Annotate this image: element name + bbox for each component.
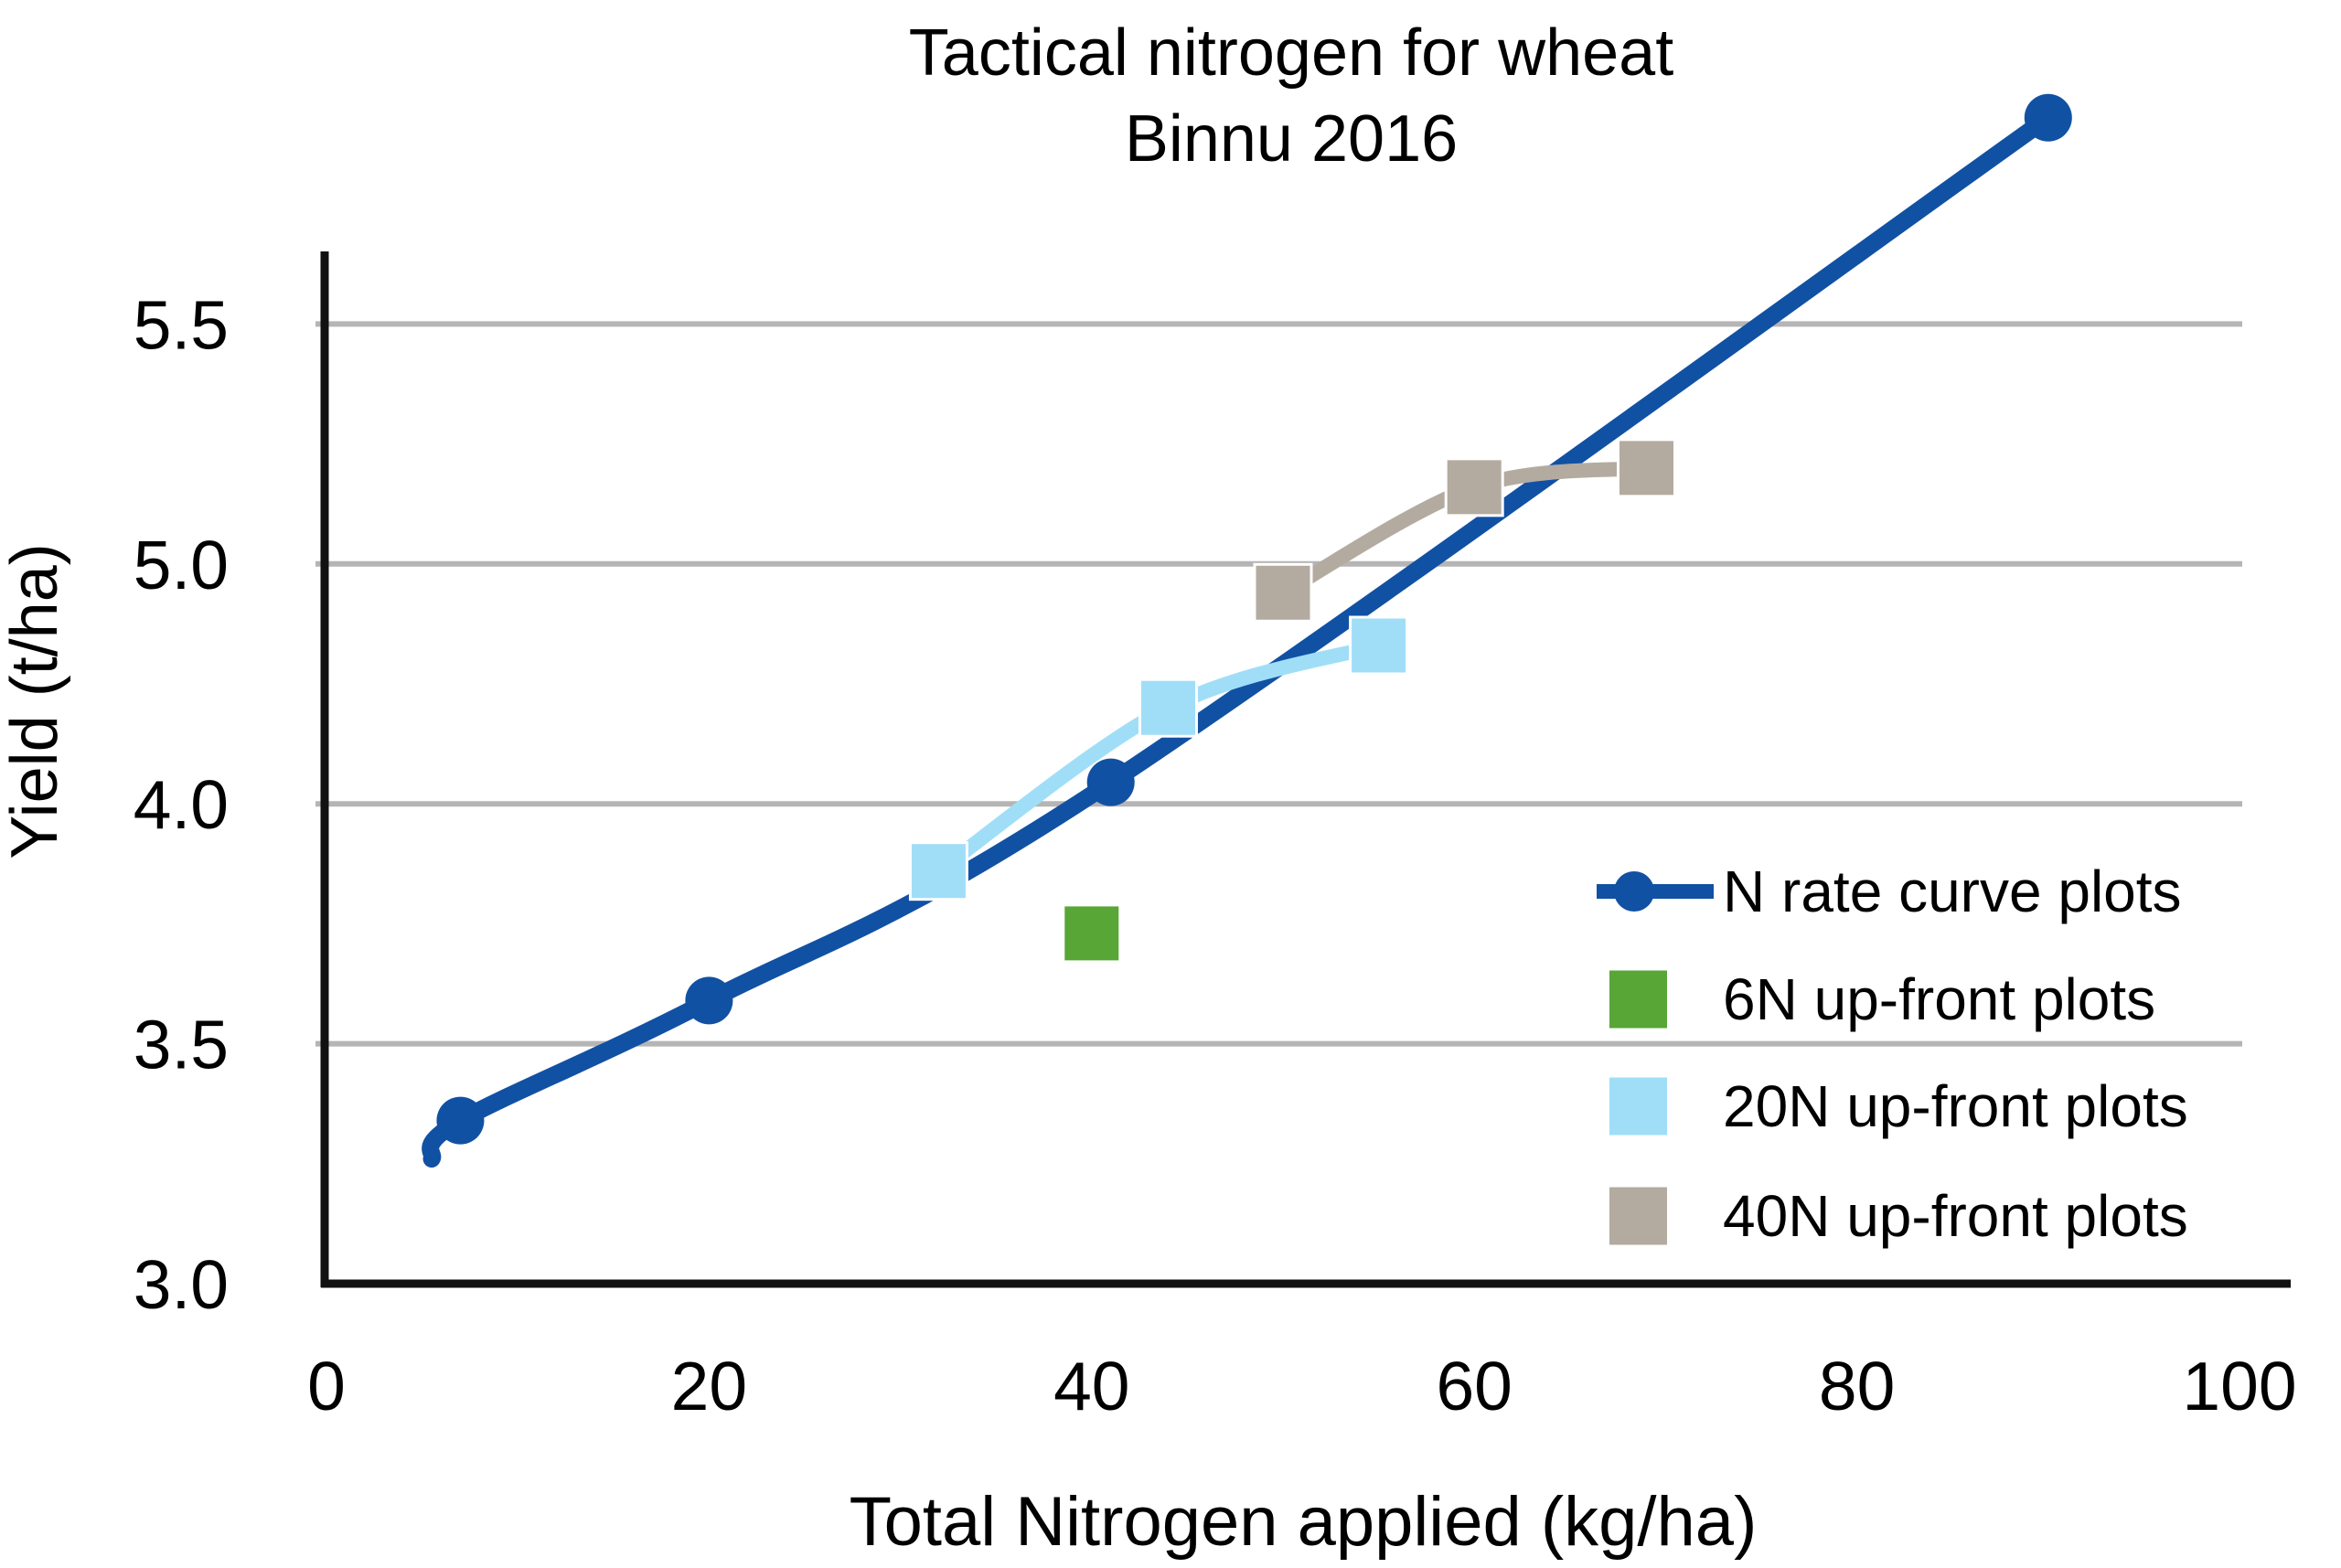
legend-square-icon bbox=[1609, 970, 1667, 1029]
legend-item-gray: 40N up-front plots bbox=[1609, 1183, 2188, 1249]
data-point-square-green-0 bbox=[1062, 903, 1122, 964]
legend-circle-icon bbox=[1614, 871, 1654, 912]
tick-labels: 3.0 3.5 4.0 5.0 5.5 0 20 40 60 80 100 bbox=[134, 286, 2297, 1424]
y-tick-label-5.5: 5.5 bbox=[134, 286, 229, 363]
legend-item-green: 6N up-front plots bbox=[1609, 966, 2155, 1032]
legend-item-blue: N rate curve plots bbox=[1597, 859, 2182, 924]
data-point-square-gray-2 bbox=[1616, 438, 1676, 498]
data-point-circle-blue-2 bbox=[1086, 758, 1135, 806]
legend-label: 6N up-front plots bbox=[1723, 966, 2155, 1032]
data-point-square-gray-1 bbox=[1444, 457, 1504, 517]
data-point-square-light_blue-1 bbox=[1138, 677, 1198, 738]
y-tick-label-3.0: 3.0 bbox=[134, 1246, 229, 1323]
data-point-square-light_blue-2 bbox=[1349, 615, 1409, 676]
data-point-circle-blue-0 bbox=[436, 1096, 485, 1145]
x-tick-label-80: 80 bbox=[1819, 1348, 1895, 1424]
x-tick-label-0: 0 bbox=[307, 1348, 346, 1424]
y-axis-title: Yield (t/ha) bbox=[0, 543, 71, 859]
x-tick-label-40: 40 bbox=[1053, 1348, 1129, 1424]
data-point-circle-blue-1 bbox=[685, 976, 733, 1025]
x-tick-label-60: 60 bbox=[1436, 1348, 1512, 1424]
legend-square-icon bbox=[1609, 1077, 1667, 1136]
y-tick-label-5.0: 5.0 bbox=[134, 527, 229, 603]
legend-label: N rate curve plots bbox=[1723, 859, 2182, 924]
x-axis-title: Total Nitrogen applied (kg/ha) bbox=[850, 1483, 1758, 1561]
y-tick-label-3.5: 3.5 bbox=[134, 1007, 229, 1083]
x-tick-label-100: 100 bbox=[2182, 1348, 2296, 1424]
data-point-circle-blue-3 bbox=[2024, 93, 2072, 142]
chart-title-line1: Tactical nitrogen for wheat bbox=[909, 16, 1673, 90]
legend: N rate curve plots 6N up-front plots 20N u… bbox=[1597, 859, 2188, 1249]
y-tick-label-4.0: 4.0 bbox=[134, 766, 229, 843]
gridlines bbox=[315, 321, 2242, 1047]
chart-title-line2: Binnu 2016 bbox=[1125, 102, 1458, 176]
data-markers bbox=[436, 93, 2072, 1145]
axis-lines bbox=[320, 251, 2291, 1288]
legend-item-light_blue: 20N up-front plots bbox=[1609, 1073, 2188, 1139]
legend-label: 40N up-front plots bbox=[1723, 1183, 2188, 1249]
data-point-square-light_blue-0 bbox=[908, 841, 968, 901]
legend-square-icon bbox=[1609, 1187, 1667, 1245]
data-point-square-gray-0 bbox=[1253, 562, 1313, 623]
legend-label: 20N up-front plots bbox=[1723, 1073, 2188, 1139]
x-tick-label-20: 20 bbox=[671, 1348, 747, 1424]
